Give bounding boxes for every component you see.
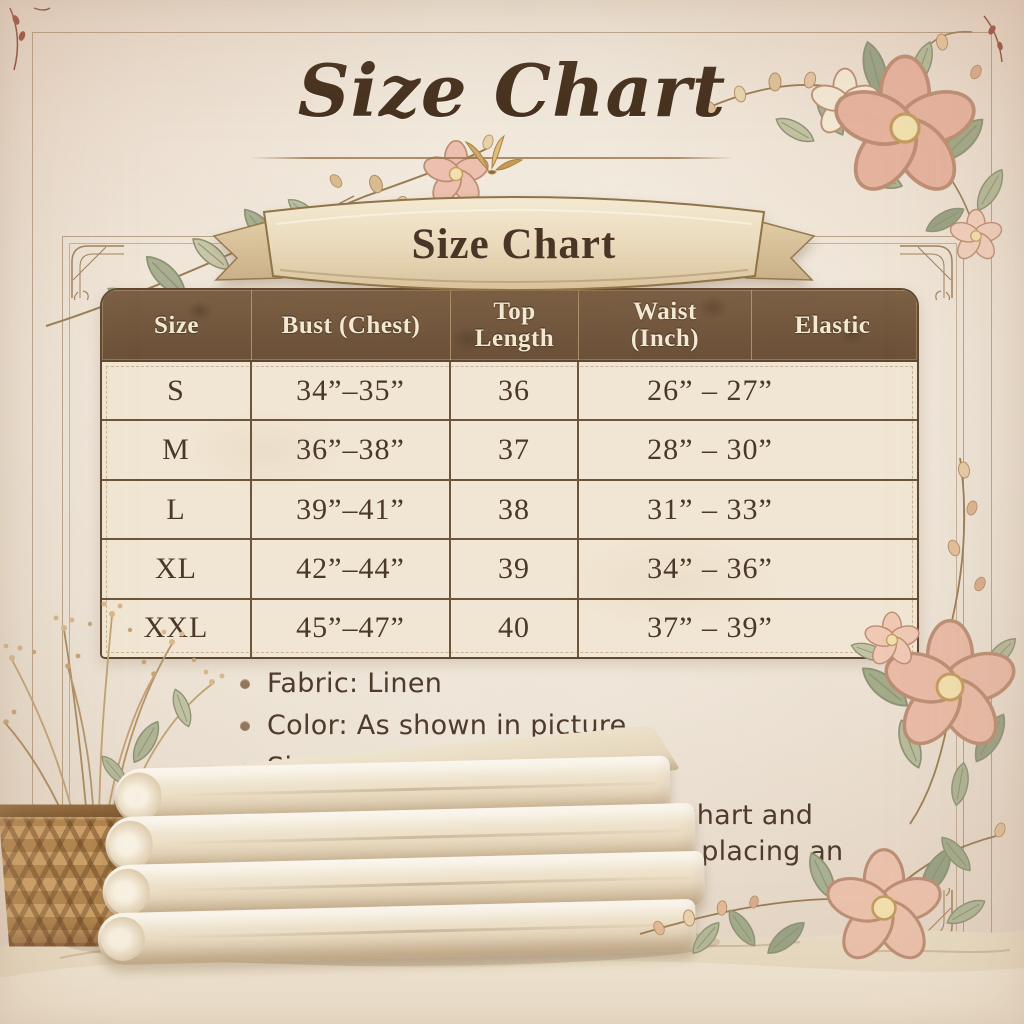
- leaf-sprig-icon: [464, 134, 524, 175]
- waist-cell: 31” – 33”: [647, 492, 773, 526]
- bust-cell: 39”–41”: [252, 480, 451, 539]
- bust-cell: 34”–35”: [252, 362, 451, 420]
- linen-towel-stack: [93, 744, 718, 975]
- size-cell: S: [102, 362, 252, 420]
- waist-cell: 34” – 36”: [647, 551, 773, 585]
- table-row: L 39”–41” 38 31” – 33”: [102, 480, 917, 541]
- size-cell: L: [102, 480, 252, 539]
- table-row: S 34”–35” 36 26” – 27”: [102, 362, 917, 422]
- top-length-cell: 37: [451, 421, 579, 479]
- list-item: Fabric: Linen: [240, 668, 627, 699]
- top-length-cell: 39: [451, 540, 579, 598]
- size-cell: XL: [102, 540, 252, 598]
- ribbon-banner: Size Chart: [212, 196, 816, 291]
- top-length-cell: 40: [451, 599, 579, 657]
- bust-cell: 42”–44”: [252, 540, 451, 598]
- waist-cell: 37” – 39”: [647, 611, 773, 645]
- ribbon-label: Size Chart: [412, 221, 617, 268]
- top-length-cell: 38: [451, 480, 579, 539]
- top-length-cell: 36: [451, 362, 579, 420]
- detail-fabric: Fabric: Linen: [267, 668, 443, 699]
- waist-cell: 26” – 27”: [647, 373, 773, 407]
- waist-cell: 28” – 30”: [647, 433, 773, 467]
- table-row: M 36”–38” 37 28” – 30”: [102, 421, 917, 481]
- size-cell: M: [102, 421, 252, 479]
- page-title: Size Chart: [297, 48, 727, 133]
- bust-cell: 36”–38”: [252, 421, 451, 479]
